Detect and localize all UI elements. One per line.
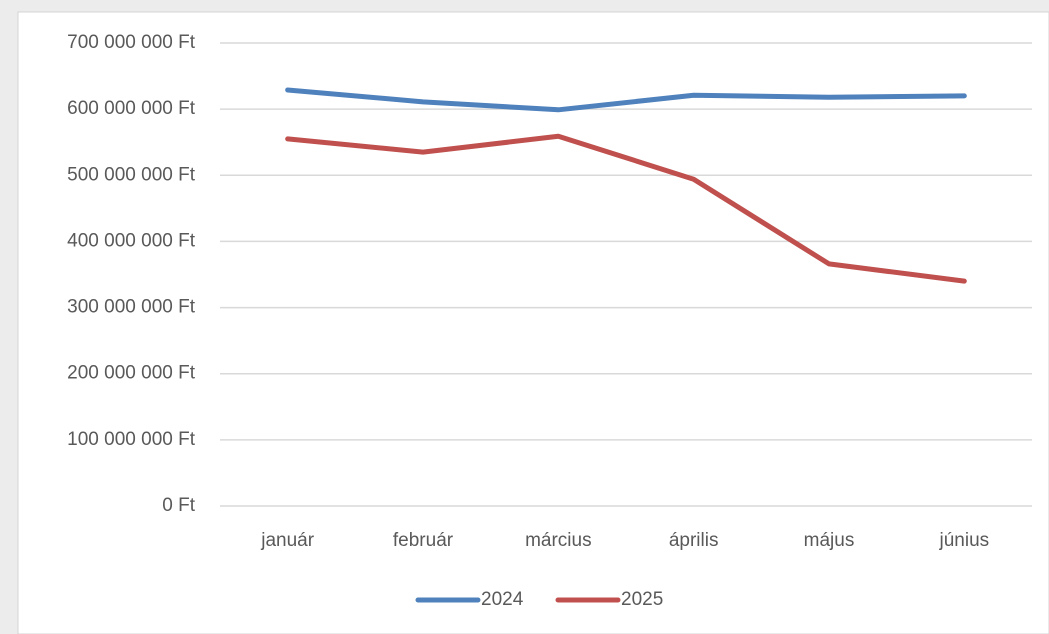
y-tick-label: 500 000 000 Ft (67, 164, 196, 185)
series-line (285, 87, 967, 113)
x-tick-label: február (393, 530, 454, 551)
x-tick-label: június (939, 530, 990, 551)
legend-label: 2025 (621, 589, 663, 610)
y-tick-label: 600 000 000 Ft (67, 98, 196, 119)
y-tick-label: 300 000 000 Ft (67, 297, 196, 318)
series-line (285, 133, 967, 284)
y-tick-label: 100 000 000 Ft (67, 429, 196, 450)
chart-area (17, 11, 1049, 634)
x-tick-label: március (525, 530, 592, 551)
x-tick-label: május (804, 530, 855, 551)
x-tick-label: április (669, 530, 719, 551)
x-tick-label: január (260, 530, 314, 551)
y-tick-label: 400 000 000 Ft (67, 230, 196, 251)
y-tick-label: 0 Ft (162, 495, 195, 516)
y-tick-label: 200 000 000 Ft (67, 363, 196, 384)
y-tick-label: 700 000 000 Ft (67, 32, 196, 53)
legend-label: 2024 (481, 589, 524, 610)
